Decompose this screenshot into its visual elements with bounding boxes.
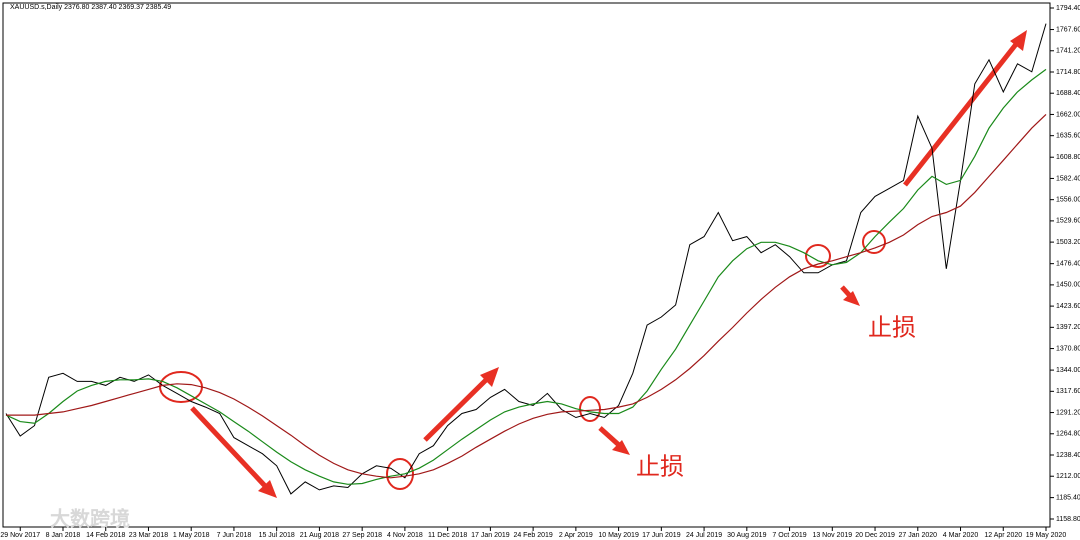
y-tick-label: 1556.00: [1056, 197, 1080, 204]
x-tick-label: 20 Dec 2019: [855, 532, 895, 539]
y-tick-label: 1714.80: [1056, 69, 1080, 76]
x-tick-label: 24 Feb 2019: [513, 532, 552, 539]
x-tick-label: 24 Jul 2019: [686, 532, 722, 539]
x-tick-label: 10 May 2019: [598, 532, 639, 539]
x-tick-label: 17 Jun 2019: [642, 532, 681, 539]
y-tick-label: 1635.60: [1056, 133, 1080, 140]
y-tick-label: 1450.00: [1056, 282, 1080, 289]
x-tick-label: 14 Feb 2018: [86, 532, 125, 539]
plot-frame: [2, 2, 1051, 528]
circles: [159, 230, 886, 490]
y-tick-label: 1370.80: [1056, 345, 1080, 352]
series-line: [5, 23, 1047, 495]
annotation: 止损: [868, 314, 916, 341]
y-tick-label: 1212.00: [1056, 473, 1080, 480]
x-tick-label: 13 Nov 2019: [812, 532, 852, 539]
y-tick-label: 1688.40: [1056, 90, 1080, 97]
watermark: 大数跨境: [50, 506, 130, 530]
x-tick-label: 1 May 2018: [173, 532, 210, 539]
x-tick-label: 17 Jan 2019: [471, 532, 510, 539]
y-tick-label: 1238.40: [1056, 452, 1080, 459]
series-line: [6, 113, 1047, 479]
x-tick-label: 4 Nov 2018: [387, 532, 423, 539]
y-tick-label: 1767.60: [1056, 26, 1080, 33]
arrows: [190, 30, 1027, 498]
y-tick-label: 1317.60: [1056, 388, 1080, 395]
x-tick-label: 12 Apr 2020: [984, 532, 1022, 539]
x-tick-label: 27 Sep 2018: [342, 532, 382, 539]
y-tick-label: 1476.40: [1056, 261, 1080, 268]
x-tick-label: 8 Jan 2018: [46, 532, 81, 539]
y-tick-label: 1291.20: [1056, 409, 1080, 416]
x-tick-label: 7 Jun 2018: [217, 532, 252, 539]
x-tick-label: 7 Oct 2019: [772, 532, 806, 539]
y-tick-label: 1397.20: [1056, 324, 1080, 331]
y-tick-label: 1662.00: [1056, 111, 1080, 118]
y-tick-label: 1264.80: [1056, 431, 1080, 438]
y-tick-label: 1582.40: [1056, 175, 1080, 182]
x-tick-label: 29 Nov 2017: [0, 532, 40, 539]
x-tick-label: 30 Aug 2019: [727, 532, 766, 539]
x-tick-label: 27 Jan 2020: [899, 532, 938, 539]
y-tick-label: 1741.20: [1056, 48, 1080, 55]
x-tick-label: 2 Apr 2019: [559, 532, 593, 539]
annotation: 止损: [636, 453, 684, 480]
x-tick-label: 19 May 2020: [1026, 532, 1067, 539]
y-tick-label: 1344.00: [1056, 367, 1080, 374]
y-tick-label: 1794.40: [1056, 5, 1080, 12]
x-tick-label: 15 Jul 2018: [259, 532, 295, 539]
x-tick-label: 11 Dec 2018: [428, 532, 467, 539]
header: XAUUSD.s,Daily 2376.80 2387.40 2369.37 2…: [10, 4, 171, 11]
x-tick-label: 23 Mar 2018: [129, 532, 168, 539]
y-tick-label: 1608.80: [1056, 154, 1080, 161]
x-tick-label: 4 Mar 2020: [943, 532, 979, 539]
series-line: [5, 68, 1047, 485]
y-tick-label: 1529.60: [1056, 218, 1080, 225]
y-tick-label: 1423.60: [1056, 303, 1080, 310]
x-tick-label: 21 Aug 2018: [300, 532, 339, 539]
y-tick-label: 1503.20: [1056, 239, 1080, 246]
y-tick-label: 1158.80: [1056, 516, 1080, 523]
y-tick-label: 1185.40: [1056, 494, 1080, 501]
